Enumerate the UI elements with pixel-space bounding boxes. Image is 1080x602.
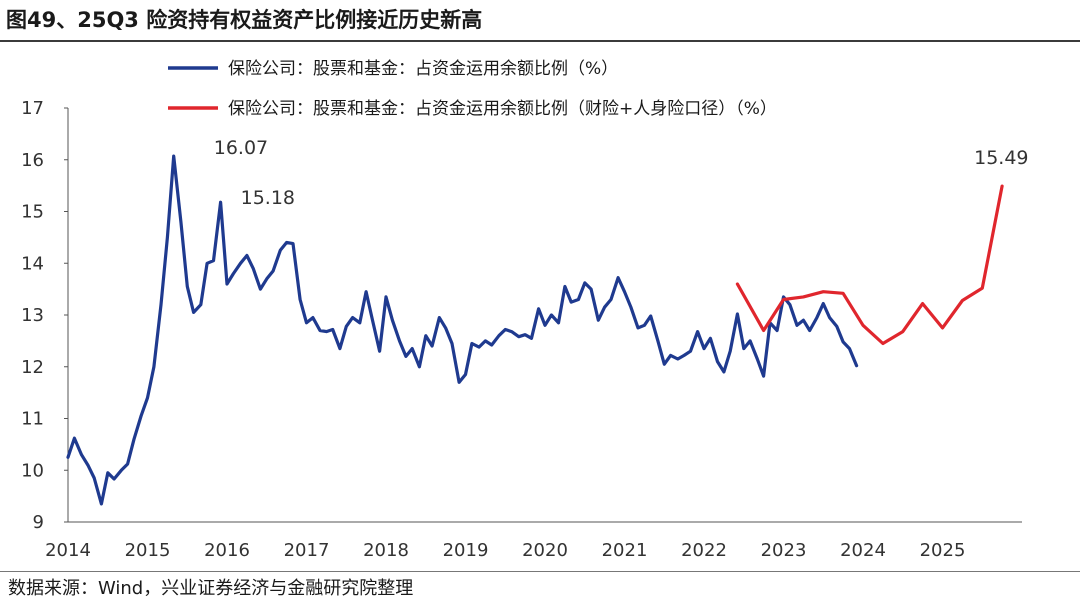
series-line-pc-life [735,184,1004,346]
y-tick-label: 10 [21,460,44,481]
legend: 保险公司：股票和基金：占资金运用余额比例（%） 保险公司：股票和基金：占资金运用余… [168,59,777,119]
legend-label: 保险公司：股票和基金：占资金运用余额比例（财险+人身险口径）（%） [228,99,777,119]
x-tick-label: 2017 [284,540,330,561]
y-tick-label: 17 [21,98,44,119]
chart-title: 图49、25Q3 险资持有权益资产比例接近历史新高 [6,8,483,32]
data-label-annotation: 15.49 [974,147,1028,169]
x-tick-label: 2022 [681,540,727,561]
data-label-annotation: 16.07 [214,137,268,159]
data-annotations: 16.07 15.18 15.49 [214,137,1029,209]
x-tick-label: 2018 [363,540,409,561]
x-tick-label: 2019 [443,540,489,561]
y-tick-label: 14 [21,253,44,274]
y-tick-label: 15 [21,202,44,223]
x-tick-label: 2023 [761,540,807,561]
series-line-total [66,154,859,506]
y-tick-label: 16 [21,150,44,171]
x-tick-label: 2014 [45,540,91,561]
y-tick-label: 9 [33,512,44,533]
x-axis-tick-labels: 2014 2015 2016 2017 2018 2019 2020 2021 2022 2023… [45,540,965,561]
x-tick-label: 2021 [602,540,648,561]
source-note: 数据来源：Wind，兴业证券经济与金融研究院整理 [8,578,414,599]
series-lines [66,154,1004,506]
x-tick-label: 2025 [920,540,966,561]
x-tick-label: 2016 [204,540,250,561]
x-tick-label: 2015 [125,540,171,561]
axes [67,108,1022,523]
y-tick-label: 12 [21,357,44,378]
y-axis-tick-labels: 9 10 11 12 13 14 15 16 17 [21,98,68,533]
title-divider [0,40,1080,42]
data-label-annotation: 15.18 [241,187,295,209]
y-tick-label: 13 [21,305,44,326]
x-tick-label: 2020 [522,540,568,561]
x-tick-label: 2024 [840,540,886,561]
legend-label: 保险公司：股票和基金：占资金运用余额比例（%） [228,59,618,79]
footer-divider [0,571,1080,572]
y-tick-label: 11 [21,409,44,430]
